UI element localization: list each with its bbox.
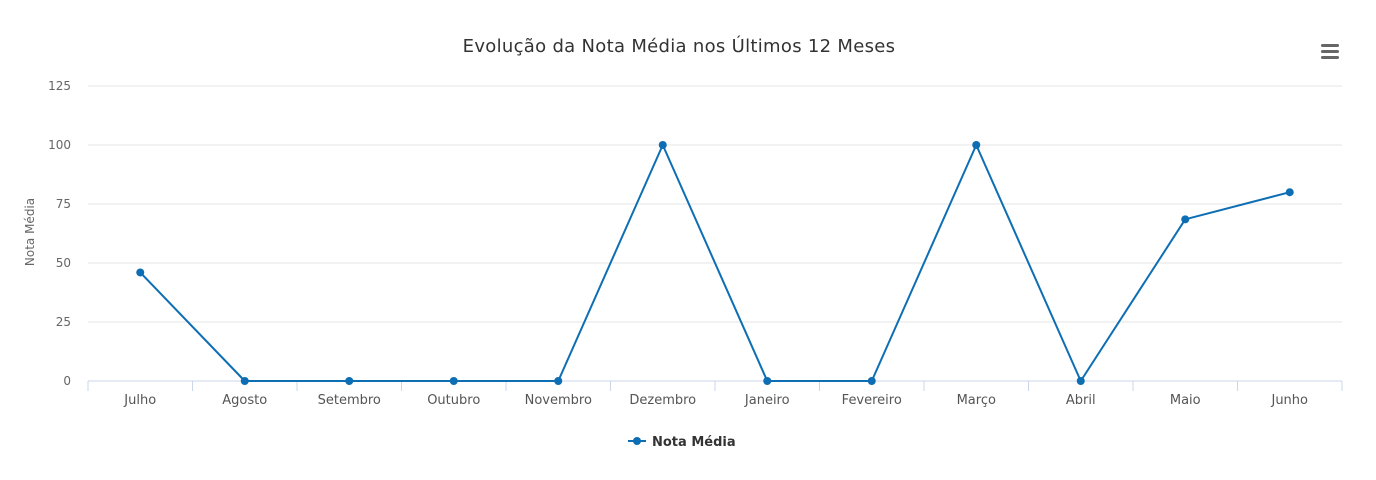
data-point[interactable] — [763, 377, 772, 385]
y-tick-label: 25 — [56, 315, 71, 329]
x-axis: Julho Agosto Setembro Outubro Novembro Dezemb… — [87, 380, 1343, 408]
y-tick-label: 75 — [56, 197, 71, 211]
x-tick-label: Abril — [1066, 393, 1096, 408]
x-tick-label: Novembro — [525, 393, 592, 408]
legend-item-nota-media[interactable]: Nota Média — [652, 435, 736, 450]
y-axis-title: Nota Média — [23, 198, 37, 266]
x-tick-label: Dezembro — [629, 393, 696, 408]
data-point[interactable] — [136, 268, 145, 277]
x-tick-label: Agosto — [222, 393, 267, 408]
menu-bar — [1321, 44, 1339, 47]
grid-lines — [88, 85, 1342, 323]
y-tick-label: 50 — [56, 256, 71, 270]
x-tick-label: Janeiro — [744, 393, 790, 408]
data-point[interactable] — [345, 377, 354, 385]
data-point[interactable] — [1076, 377, 1085, 385]
x-tick-label: Março — [957, 393, 996, 408]
x-tick-label: Fevereiro — [842, 393, 902, 408]
data-point[interactable] — [658, 141, 667, 149]
data-point[interactable] — [240, 377, 249, 385]
series-line[interactable] — [139, 144, 1291, 382]
data-point[interactable] — [554, 377, 563, 385]
data-point[interactable] — [1181, 215, 1190, 224]
legend[interactable]: Nota Média — [628, 435, 736, 450]
x-tick-label: Outubro — [427, 393, 480, 408]
legend-marker — [633, 437, 641, 445]
data-point[interactable] — [1285, 188, 1294, 197]
y-tick-label: 0 — [63, 374, 71, 388]
data-point[interactable] — [867, 377, 876, 385]
y-tick-label: 125 — [48, 79, 71, 93]
menu-bar — [1321, 56, 1339, 59]
y-tick-label: 100 — [48, 138, 71, 152]
x-tick-label: Julho — [123, 393, 156, 408]
menu-bar — [1321, 50, 1339, 53]
data-point[interactable] — [972, 141, 981, 149]
hamburger-menu-icon[interactable] — [1316, 38, 1344, 64]
data-point[interactable] — [449, 377, 458, 385]
x-tick-label: Junho — [1270, 393, 1308, 408]
series-nota-media[interactable] — [136, 141, 1294, 385]
chart-title: Evolução da Nota Média nos Últimos 12 Me… — [463, 35, 896, 57]
x-tick-label: Setembro — [318, 393, 381, 408]
x-tick-label: Maio — [1170, 393, 1201, 408]
y-axis-ticks: 0 25 50 75 100 125 — [48, 79, 71, 388]
